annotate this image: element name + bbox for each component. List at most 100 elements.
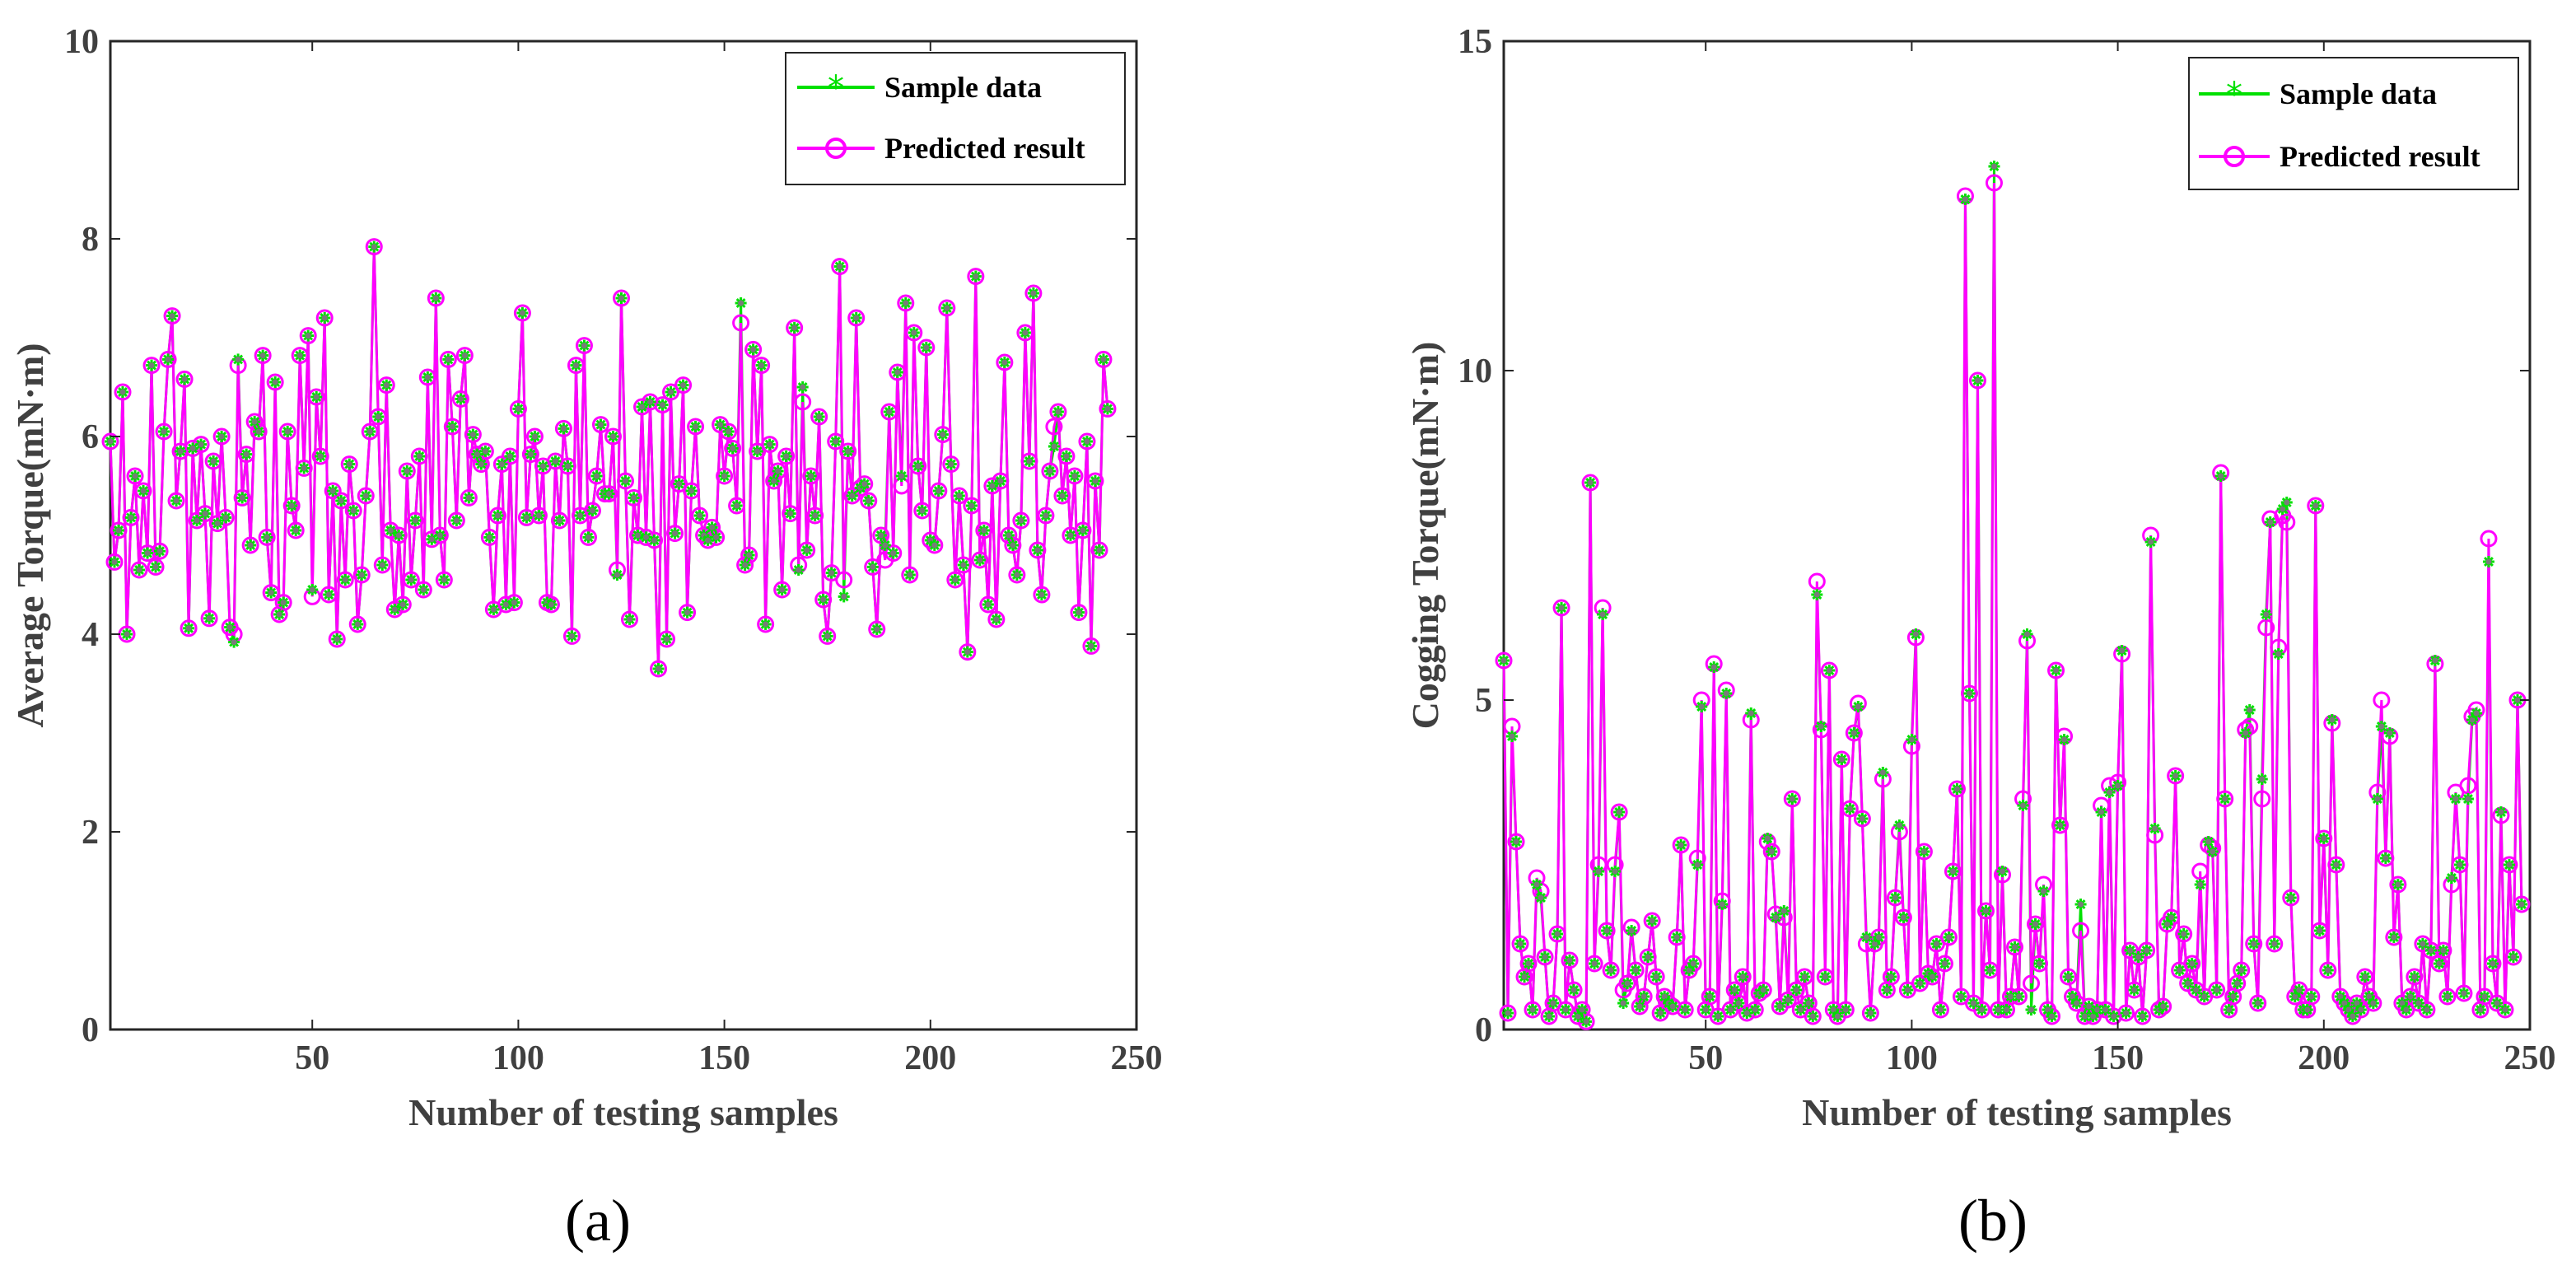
point-overlap-a bbox=[824, 633, 831, 639]
point-predicted-b bbox=[2406, 968, 2424, 986]
point-overlap-b bbox=[1842, 1006, 1849, 1013]
point-predicted-a bbox=[155, 423, 173, 441]
point-predicted-a bbox=[1066, 467, 1084, 485]
point-predicted-b bbox=[2500, 856, 2518, 874]
point-overlap-b bbox=[2444, 993, 2451, 1000]
point-overlap-b bbox=[1813, 591, 1820, 598]
point-overlap-b bbox=[1986, 967, 1993, 974]
legend-label-sample-b: Sample data bbox=[2280, 77, 2437, 110]
point-overlap-a bbox=[948, 461, 954, 468]
point-predicted-a bbox=[587, 467, 605, 485]
point-overlap-a bbox=[288, 502, 295, 509]
point-predicted-b bbox=[1618, 974, 1636, 992]
point-overlap-b bbox=[2164, 921, 2171, 927]
point-overlap-a bbox=[771, 478, 777, 484]
point-predicted-a bbox=[679, 604, 697, 622]
point-overlap-b bbox=[1793, 987, 1799, 993]
point-predicted-a bbox=[913, 502, 931, 520]
point-overlap-a bbox=[1088, 642, 1094, 649]
point-predicted-b bbox=[2356, 968, 2374, 986]
point-overlap-a bbox=[511, 600, 517, 606]
point-predicted-b bbox=[1581, 474, 1599, 492]
point-overlap-b bbox=[2321, 835, 2327, 842]
point-predicted-a bbox=[724, 439, 742, 457]
point-predicted-a bbox=[786, 319, 804, 337]
x-axis-title-a: Number of testing samples bbox=[408, 1091, 838, 1133]
point-overlap-b bbox=[1883, 987, 1890, 993]
point-predicted-a bbox=[1082, 637, 1100, 655]
point-predicted-b bbox=[1524, 1001, 1542, 1019]
point-overlap-b bbox=[1834, 1013, 1841, 1020]
point-overlap-a bbox=[292, 527, 299, 534]
point-overlap-a bbox=[457, 395, 464, 402]
point-predicted-a bbox=[889, 363, 907, 381]
point-overlap-b bbox=[2494, 1000, 2500, 1006]
point-overlap-b bbox=[2452, 796, 2459, 802]
point-overlap-b bbox=[1916, 980, 1923, 987]
point-predicted-b bbox=[2451, 856, 2469, 874]
point-overlap-b bbox=[2222, 796, 2228, 802]
point-overlap-a bbox=[449, 423, 455, 430]
point-overlap-a bbox=[635, 532, 642, 539]
point-overlap-a bbox=[1067, 532, 1074, 539]
point-predicted-b bbox=[2167, 767, 2185, 785]
point-overlap-b bbox=[2374, 796, 2381, 802]
point-overlap-b bbox=[1669, 1003, 1676, 1010]
point-predicted-a bbox=[1049, 403, 1067, 421]
point-overlap-b bbox=[2333, 861, 2340, 868]
point-predicted-a bbox=[517, 508, 535, 526]
point-overlap-b bbox=[1612, 868, 1618, 875]
point-overlap-a bbox=[564, 463, 571, 469]
point-predicted-a bbox=[1057, 447, 1076, 465]
x-tick-label-a: 50 bbox=[295, 1039, 329, 1077]
point-predicted-a bbox=[443, 418, 461, 436]
y-tick-label-b: 10 bbox=[1458, 353, 1492, 390]
point-overlap-a bbox=[572, 362, 579, 369]
y-axis-title-a: Average Torque(mN·m) bbox=[9, 343, 51, 727]
point-overlap-a bbox=[647, 399, 654, 405]
point-overlap-b bbox=[2502, 1006, 2508, 1013]
point-predicted-a bbox=[847, 309, 866, 327]
point-overlap-a bbox=[428, 536, 435, 543]
point-overlap-b bbox=[2107, 789, 2113, 796]
series-group-b bbox=[1495, 161, 2531, 1030]
point-predicted-a bbox=[666, 525, 684, 543]
point-overlap-b bbox=[2185, 980, 2191, 987]
point-predicted-a bbox=[868, 620, 886, 638]
point-overlap-a bbox=[486, 534, 492, 540]
point-predicted-b bbox=[2031, 955, 2049, 973]
point-predicted-a bbox=[802, 467, 820, 485]
point-overlap-b bbox=[1624, 980, 1631, 987]
point-overlap-a bbox=[964, 649, 971, 656]
point-overlap-b bbox=[2312, 502, 2319, 509]
point-overlap-b bbox=[2461, 990, 2467, 997]
point-overlap-b bbox=[1912, 631, 1919, 637]
point-overlap-a bbox=[465, 494, 472, 501]
panel-label-a: (a) bbox=[565, 1188, 631, 1254]
point-overlap-a bbox=[874, 626, 880, 633]
point-overlap-a bbox=[383, 382, 390, 389]
point-predicted-a bbox=[613, 289, 630, 307]
point-predicted-a bbox=[241, 536, 259, 554]
y-tick-label-a: 2 bbox=[82, 814, 99, 852]
point-overlap-a bbox=[379, 562, 385, 568]
point-predicted-a bbox=[996, 353, 1014, 371]
point-overlap-b bbox=[2078, 901, 2084, 908]
point-overlap-a bbox=[218, 433, 225, 440]
point-overlap-a bbox=[1059, 493, 1066, 499]
legend-box-b bbox=[2188, 57, 2519, 190]
point-overlap-b bbox=[2140, 1013, 2146, 1020]
point-predicted-a bbox=[328, 630, 346, 648]
point-overlap-a bbox=[391, 606, 398, 613]
point-overlap-b bbox=[1525, 960, 1532, 967]
point-predicted-b bbox=[1841, 800, 1859, 818]
point-overlap-a bbox=[140, 488, 147, 494]
point-predicted-b bbox=[2480, 530, 2498, 548]
point-overlap-a bbox=[849, 493, 856, 499]
point-predicted-b bbox=[1548, 925, 1566, 943]
point-overlap-b bbox=[2135, 954, 2142, 960]
point-predicted-a bbox=[971, 551, 989, 569]
point-overlap-b bbox=[2490, 960, 2496, 967]
point-overlap-a bbox=[960, 562, 967, 568]
point-overlap-a bbox=[1043, 512, 1049, 519]
